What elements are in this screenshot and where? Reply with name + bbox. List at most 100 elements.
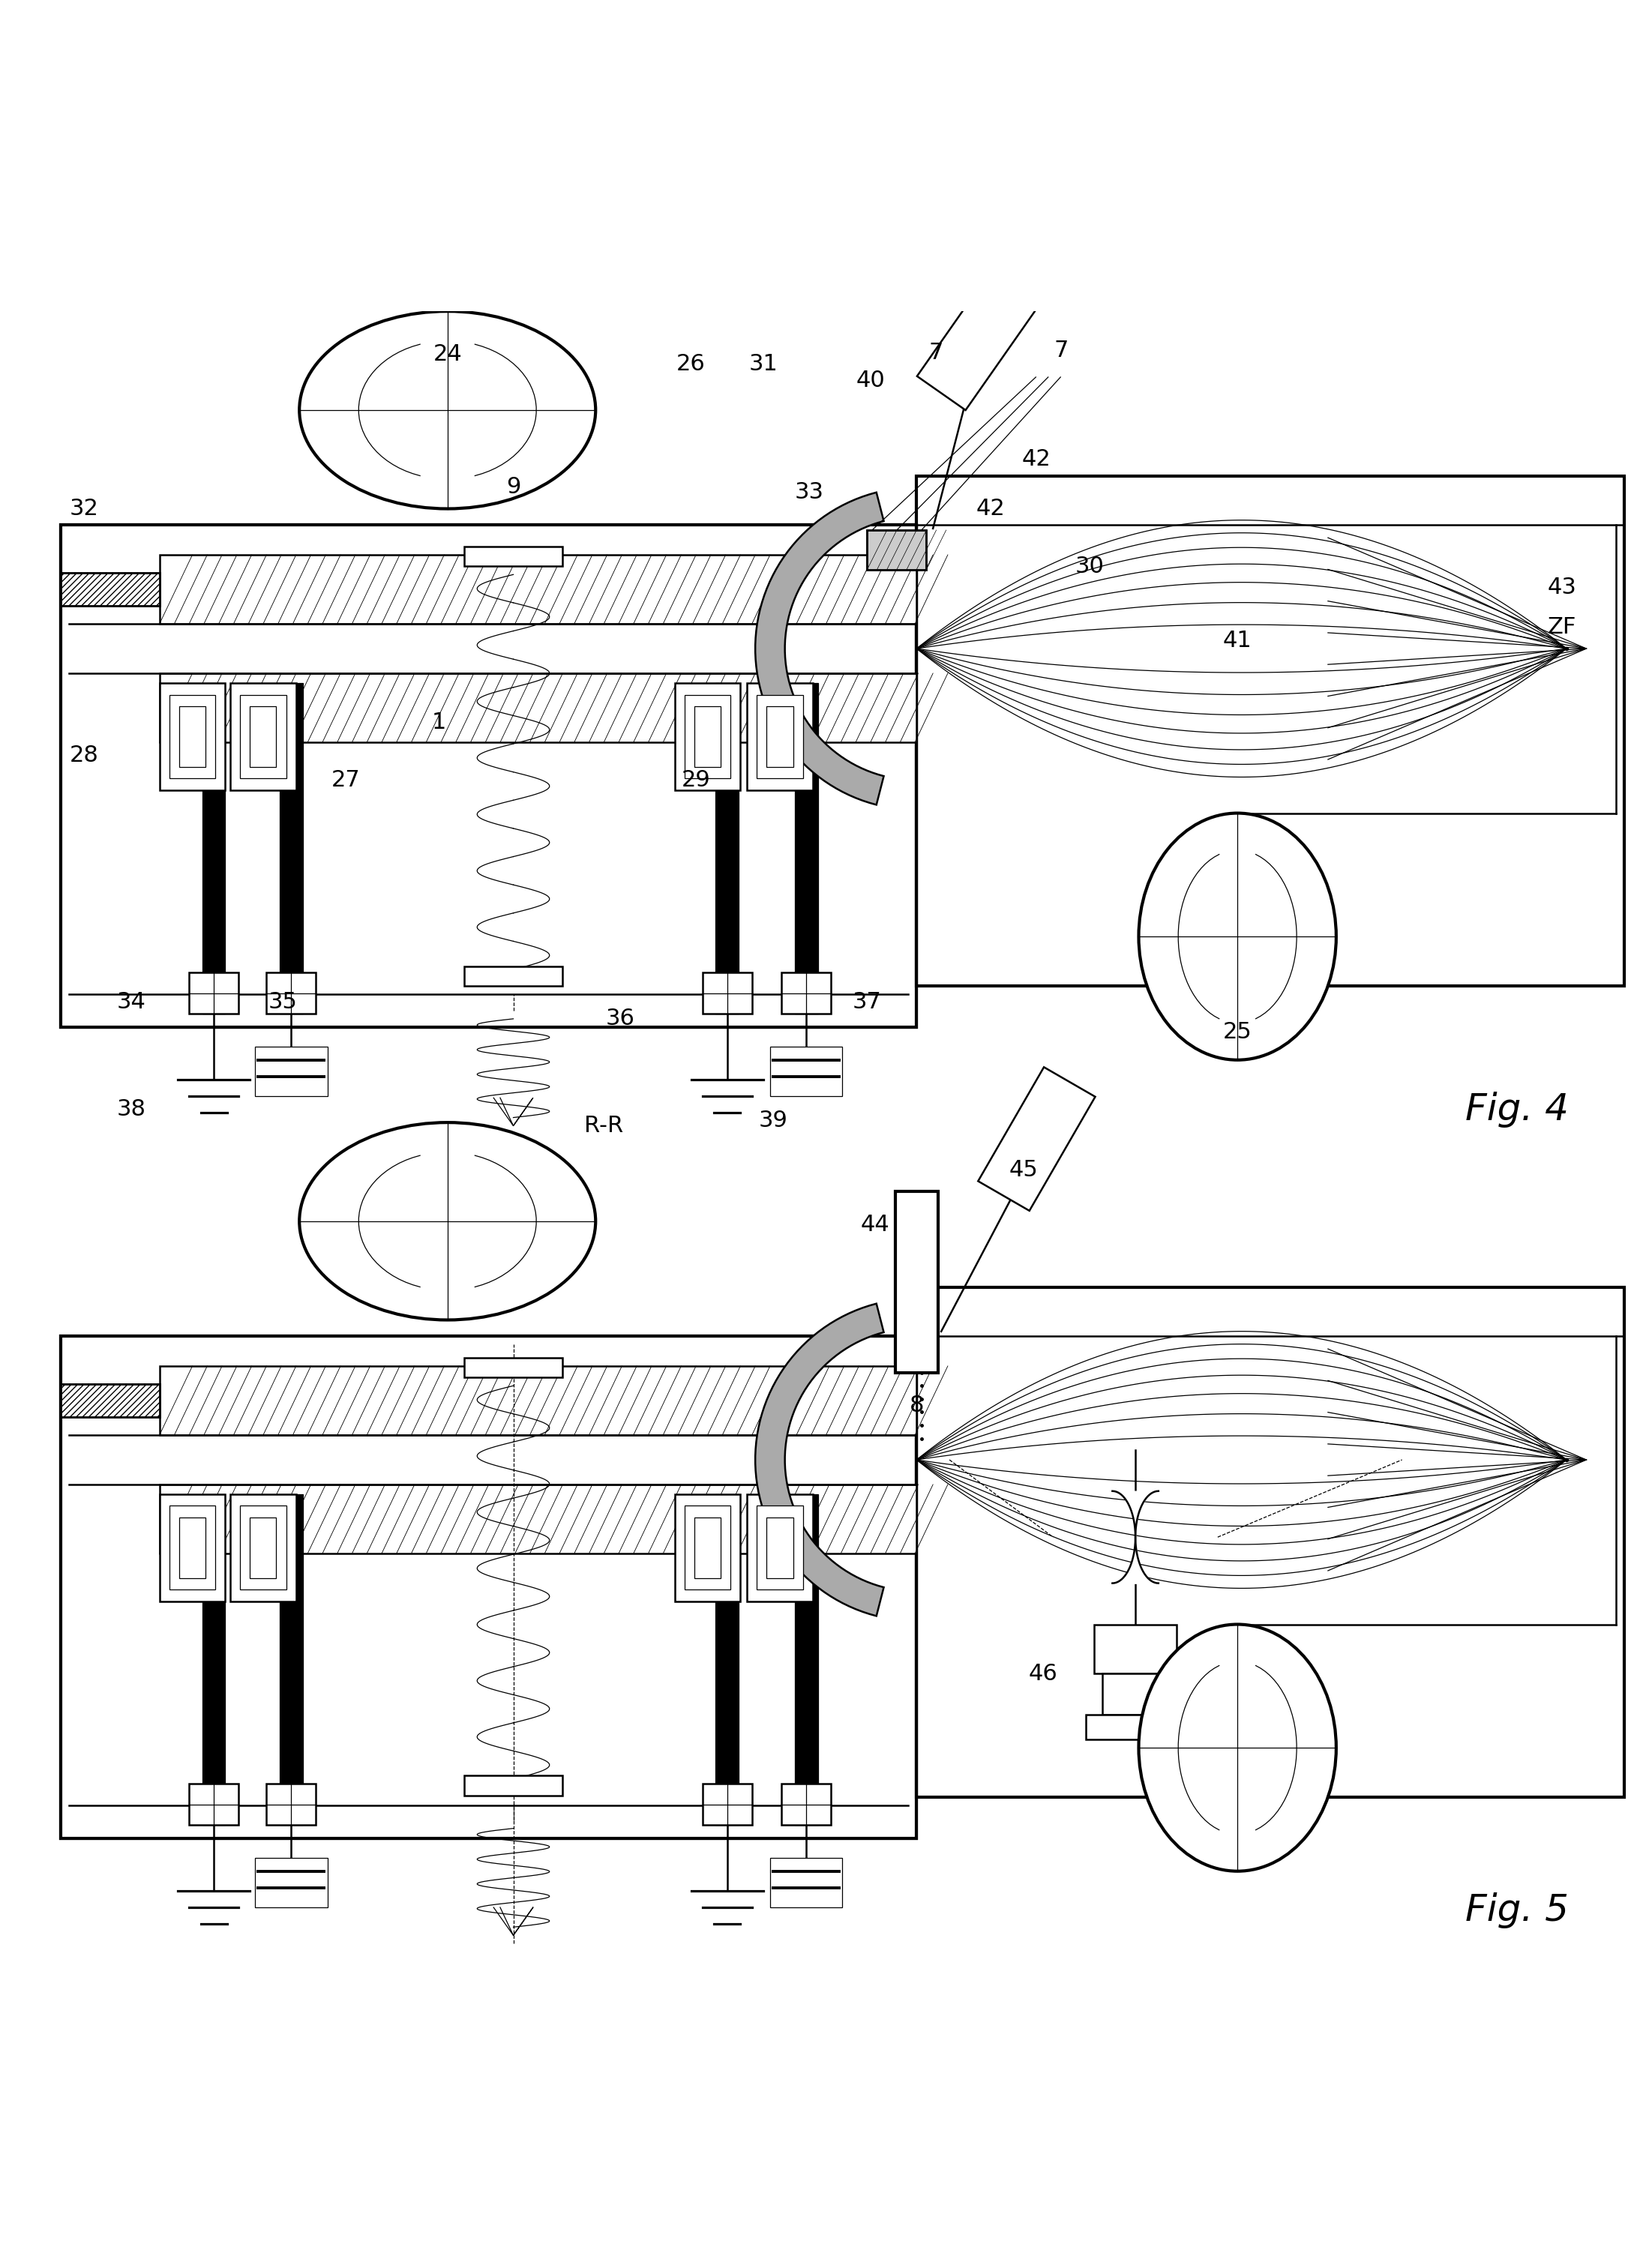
Text: 26: 26	[677, 354, 705, 374]
Text: ZF: ZF	[1548, 617, 1576, 637]
Bar	[674, 683, 740, 789]
Text: 45: 45	[1009, 1159, 1037, 1182]
Bar	[249, 1517, 276, 1579]
Bar	[170, 1506, 215, 1590]
Bar	[715, 683, 738, 1014]
Bar	[747, 683, 813, 789]
Text: 33: 33	[795, 481, 824, 503]
Bar	[230, 1495, 296, 1601]
Text: 40: 40	[856, 370, 885, 392]
Bar	[266, 973, 316, 1014]
Text: 36: 36	[606, 1007, 634, 1030]
Bar	[770, 1048, 843, 1095]
Bar	[795, 683, 818, 1014]
Bar	[694, 705, 720, 767]
Text: 29: 29	[682, 769, 710, 792]
Bar	[917, 476, 1624, 987]
Text: 30: 30	[1075, 556, 1104, 576]
Bar	[249, 705, 276, 767]
Bar	[178, 1517, 205, 1579]
Bar	[757, 1506, 803, 1590]
Bar	[240, 1506, 286, 1590]
Bar	[694, 1517, 720, 1579]
Bar	[684, 694, 730, 778]
Bar	[1085, 1715, 1184, 1740]
Bar	[254, 1857, 327, 1907]
Text: 7: 7	[928, 342, 943, 363]
Polygon shape	[755, 1304, 884, 1617]
Bar	[61, 574, 160, 606]
Text: 37: 37	[852, 991, 882, 1014]
Bar	[160, 1486, 917, 1554]
Bar	[230, 683, 296, 789]
Bar	[202, 683, 225, 1014]
Bar	[160, 1495, 225, 1601]
Bar	[757, 694, 803, 778]
Text: 43: 43	[1546, 576, 1576, 599]
Text: 35: 35	[268, 991, 297, 1014]
Text: 8: 8	[909, 1395, 923, 1418]
Bar	[867, 531, 927, 569]
Bar	[1094, 1624, 1176, 1674]
Bar	[266, 1785, 316, 1826]
Bar	[464, 966, 563, 987]
Bar	[61, 1383, 160, 1418]
Text: R-R: R-R	[585, 1116, 623, 1136]
Ellipse shape	[299, 1123, 596, 1320]
Bar	[781, 1785, 831, 1826]
Polygon shape	[917, 268, 1041, 411]
Bar	[464, 1359, 563, 1377]
Bar	[61, 1336, 917, 1839]
Bar	[160, 1365, 917, 1436]
Bar	[170, 694, 215, 778]
Bar	[279, 683, 302, 1014]
Bar	[702, 973, 752, 1014]
Bar	[795, 1495, 818, 1826]
Bar	[188, 1785, 238, 1826]
Text: Fig. 4: Fig. 4	[1465, 1091, 1569, 1127]
Text: 1: 1	[431, 712, 446, 733]
Text: 31: 31	[748, 354, 778, 374]
Text: 38: 38	[117, 1098, 145, 1120]
Text: 44: 44	[861, 1213, 890, 1236]
Bar	[464, 547, 563, 567]
Ellipse shape	[1138, 814, 1336, 1059]
Bar	[61, 1336, 917, 1839]
Ellipse shape	[1138, 1624, 1336, 1871]
Bar	[770, 1857, 843, 1907]
Bar	[895, 1191, 938, 1372]
Bar	[160, 556, 917, 624]
Bar	[240, 694, 286, 778]
Bar	[279, 1495, 302, 1826]
Bar	[767, 1517, 793, 1579]
Polygon shape	[978, 1068, 1095, 1211]
Bar	[61, 574, 160, 606]
Bar	[178, 705, 205, 767]
Bar	[702, 1785, 752, 1826]
Polygon shape	[755, 492, 884, 805]
Bar	[202, 1495, 225, 1826]
Text: 41: 41	[1222, 631, 1252, 651]
Bar	[188, 973, 238, 1014]
Bar	[917, 1286, 1624, 1796]
Text: 34: 34	[117, 991, 145, 1014]
Bar	[767, 705, 793, 767]
Bar	[867, 531, 927, 569]
Text: 42: 42	[976, 499, 1004, 519]
Bar	[674, 1495, 740, 1601]
Bar	[61, 526, 917, 1027]
Bar	[464, 1776, 563, 1796]
Text: 27: 27	[330, 769, 360, 792]
Bar	[747, 1495, 813, 1601]
Bar	[715, 1495, 738, 1826]
Text: 46: 46	[1029, 1662, 1057, 1685]
Ellipse shape	[299, 311, 596, 508]
Bar	[684, 1506, 730, 1590]
Bar	[254, 1048, 327, 1095]
Bar	[781, 973, 831, 1014]
Text: 7: 7	[1054, 340, 1069, 361]
Bar	[61, 526, 917, 1027]
Text: 24: 24	[433, 342, 463, 365]
Text: 39: 39	[758, 1109, 788, 1132]
Text: Fig. 5: Fig. 5	[1465, 1894, 1569, 1928]
